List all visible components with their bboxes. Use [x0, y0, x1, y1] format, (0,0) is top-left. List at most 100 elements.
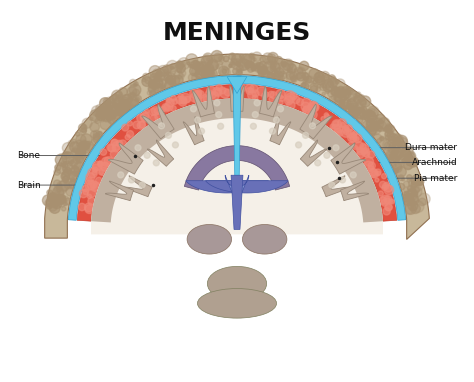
Circle shape	[62, 161, 73, 172]
Circle shape	[114, 109, 124, 119]
Circle shape	[66, 168, 70, 172]
Circle shape	[383, 208, 390, 215]
Circle shape	[328, 91, 334, 97]
Circle shape	[181, 93, 191, 103]
Circle shape	[111, 113, 120, 122]
Circle shape	[48, 195, 54, 201]
Circle shape	[328, 75, 335, 81]
Circle shape	[63, 142, 73, 153]
Circle shape	[314, 73, 324, 83]
Circle shape	[382, 186, 387, 190]
Circle shape	[368, 115, 378, 125]
Circle shape	[268, 54, 275, 61]
Circle shape	[187, 62, 190, 65]
Circle shape	[181, 62, 186, 66]
Circle shape	[400, 153, 404, 157]
Circle shape	[219, 62, 222, 65]
Circle shape	[384, 142, 390, 148]
Circle shape	[349, 90, 354, 94]
Circle shape	[139, 121, 146, 128]
Circle shape	[201, 70, 211, 79]
Circle shape	[108, 144, 116, 152]
Circle shape	[88, 168, 97, 178]
Circle shape	[88, 189, 96, 197]
Circle shape	[197, 76, 200, 80]
Polygon shape	[331, 143, 365, 174]
Circle shape	[267, 73, 275, 80]
Circle shape	[164, 72, 172, 80]
Circle shape	[341, 89, 351, 99]
Circle shape	[104, 102, 111, 110]
Circle shape	[91, 182, 100, 192]
Circle shape	[208, 60, 219, 70]
Circle shape	[90, 181, 97, 188]
Circle shape	[122, 104, 132, 113]
Circle shape	[258, 63, 264, 68]
Circle shape	[392, 137, 395, 141]
Circle shape	[150, 115, 157, 121]
Circle shape	[410, 198, 414, 202]
Circle shape	[405, 156, 412, 163]
Circle shape	[270, 92, 277, 99]
Circle shape	[87, 194, 91, 199]
Circle shape	[90, 117, 93, 120]
Circle shape	[238, 70, 242, 74]
Circle shape	[98, 161, 102, 165]
Circle shape	[347, 133, 357, 142]
Circle shape	[258, 66, 267, 76]
Circle shape	[407, 162, 410, 165]
Circle shape	[276, 89, 285, 99]
Circle shape	[389, 155, 394, 160]
Circle shape	[128, 93, 134, 99]
Circle shape	[383, 128, 386, 131]
Circle shape	[179, 96, 187, 104]
Circle shape	[104, 109, 114, 120]
Circle shape	[201, 95, 210, 104]
Circle shape	[142, 76, 152, 86]
Circle shape	[317, 84, 321, 88]
Circle shape	[346, 130, 355, 138]
Circle shape	[49, 185, 60, 196]
Circle shape	[207, 58, 210, 62]
Circle shape	[402, 195, 411, 204]
Circle shape	[103, 107, 109, 114]
Circle shape	[101, 157, 111, 167]
Circle shape	[216, 112, 222, 118]
Circle shape	[121, 97, 129, 105]
Circle shape	[251, 65, 256, 70]
Circle shape	[282, 59, 294, 71]
Circle shape	[402, 159, 406, 163]
Circle shape	[319, 84, 327, 91]
Circle shape	[369, 106, 375, 112]
Circle shape	[224, 89, 231, 96]
Circle shape	[258, 68, 263, 73]
Circle shape	[118, 109, 125, 117]
Circle shape	[247, 66, 254, 72]
Circle shape	[191, 68, 200, 76]
Circle shape	[66, 187, 75, 196]
Circle shape	[119, 100, 127, 107]
Circle shape	[371, 171, 378, 178]
Circle shape	[353, 134, 362, 143]
Circle shape	[112, 145, 119, 152]
Circle shape	[291, 76, 296, 81]
Circle shape	[255, 63, 264, 73]
Circle shape	[356, 93, 359, 97]
Circle shape	[84, 141, 94, 151]
Circle shape	[153, 160, 159, 166]
Circle shape	[310, 123, 316, 129]
Circle shape	[404, 191, 409, 196]
Circle shape	[263, 53, 273, 63]
Circle shape	[220, 89, 230, 98]
Circle shape	[210, 92, 216, 99]
Circle shape	[120, 107, 128, 115]
Circle shape	[417, 180, 422, 186]
Circle shape	[229, 53, 236, 60]
Circle shape	[236, 70, 242, 76]
Circle shape	[403, 181, 410, 187]
Circle shape	[393, 142, 401, 149]
Circle shape	[236, 84, 246, 93]
Circle shape	[312, 79, 319, 86]
Circle shape	[229, 64, 232, 67]
Circle shape	[325, 74, 328, 78]
